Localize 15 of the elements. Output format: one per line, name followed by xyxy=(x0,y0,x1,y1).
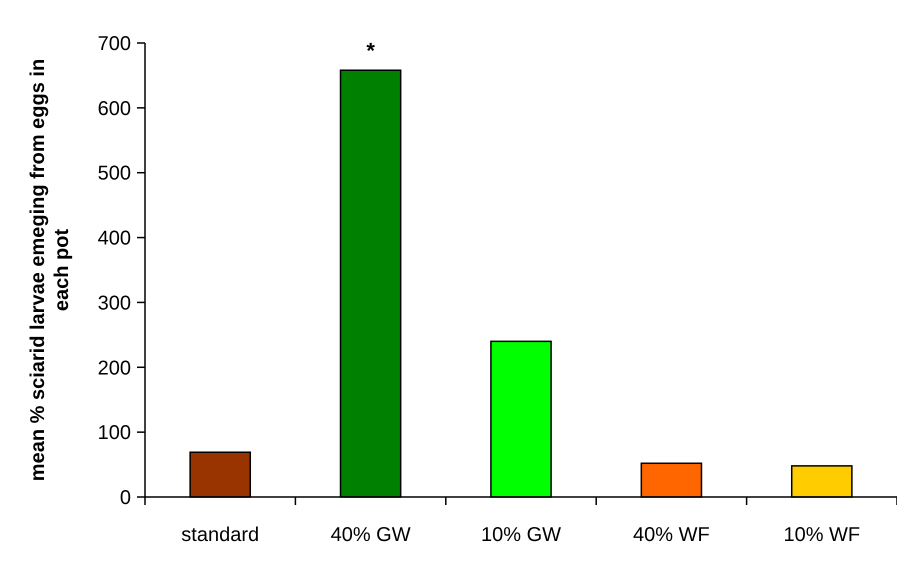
y-tick-label: 400 xyxy=(98,228,131,250)
y-tick-label: 700 xyxy=(98,33,131,55)
y-tick-label: 600 xyxy=(98,98,131,120)
y-tick-label: 0 xyxy=(120,487,131,509)
annotation: * xyxy=(366,38,376,64)
y-tick-label: 500 xyxy=(98,162,131,185)
x-tick-label: standard xyxy=(181,524,260,546)
x-tick-label: 40% WF xyxy=(633,524,710,546)
x-tick-label: 10% WF xyxy=(783,524,860,546)
y-tick-label: 100 xyxy=(98,422,131,444)
x-tick-label: 10% GW xyxy=(480,524,562,546)
y-axis-title: mean % sciarid larvae emeging from eggs in each pot xyxy=(27,58,73,482)
x-tick-label: 40% GW xyxy=(330,524,411,546)
y-tick-label: 300 xyxy=(98,292,131,314)
y-tick-label: 200 xyxy=(98,357,131,380)
